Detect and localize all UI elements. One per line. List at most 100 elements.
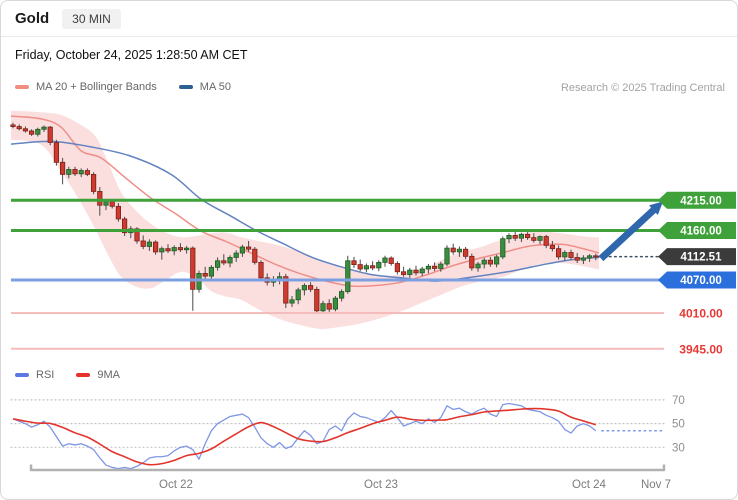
candle-body (487, 259, 494, 265)
candle-body (28, 130, 35, 135)
candle-body (258, 261, 264, 279)
candle-body (146, 241, 152, 247)
candle-body (382, 257, 388, 263)
legend-label-rsi: RSI (36, 369, 55, 381)
candle-body (556, 248, 562, 258)
instrument-title: Gold (15, 10, 50, 27)
rsi-swatch (15, 373, 29, 377)
time-axis-label: Oct 23 (364, 479, 398, 491)
price-badge-label: 4215.00 (680, 195, 722, 207)
candle-body (506, 235, 512, 240)
forecast-arrow-shaft (598, 206, 658, 262)
candle-body (394, 263, 401, 273)
candle-body (568, 252, 574, 258)
candle-body (376, 261, 382, 269)
candle-body (537, 236, 543, 241)
candle-body (369, 265, 376, 269)
candle-body (525, 233, 531, 239)
candle-body (543, 236, 549, 246)
ma50-swatch (178, 85, 193, 89)
rsi-line (12, 402, 597, 470)
candle-body (320, 303, 326, 312)
price-level-badge (658, 222, 736, 239)
candle-body (53, 142, 60, 163)
legend-label-ma50: MA 50 (199, 81, 231, 93)
candle-body (60, 161, 66, 175)
timeframe-badge[interactable]: 30 MIN (62, 8, 121, 29)
candle-body (47, 126, 53, 143)
rsi-9ma-line (12, 407, 597, 466)
candle-body (208, 266, 214, 277)
time-axis-label: Nov 7 (641, 479, 671, 491)
candle-body (84, 170, 90, 175)
price-level-badge (658, 271, 736, 289)
price-badge-label: 4112.51 (681, 252, 723, 264)
candle-body (462, 248, 469, 257)
level-price-label: 4010.00 (679, 307, 723, 321)
candle-body (35, 128, 41, 135)
candle-body (177, 247, 183, 251)
main-chart-legend: MA 20 + Bollinger Bands MA 50 (15, 81, 231, 93)
candle-body (500, 238, 506, 258)
candle-body (351, 260, 357, 265)
candle-body (103, 200, 109, 206)
candle-body (159, 248, 165, 253)
candle-body (456, 248, 463, 253)
candle-body (388, 257, 394, 264)
candle-body (314, 288, 320, 312)
legend-item-9ma: 9MA (76, 369, 120, 381)
candle-body (307, 285, 314, 290)
time-axis (29, 464, 666, 472)
candle-body (363, 265, 370, 270)
candle-body (549, 244, 556, 250)
candle-body (481, 259, 487, 265)
candle-body (493, 256, 500, 265)
candle-body (183, 247, 190, 251)
candle-body (233, 252, 239, 258)
candle-body (171, 247, 177, 252)
candle-body (91, 173, 97, 192)
candle-body (97, 191, 103, 206)
legend-item-ma50: MA 50 (178, 81, 231, 93)
rsi-9ma-swatch (76, 373, 91, 377)
candle-body (16, 126, 22, 130)
level-price-label: 3945.00 (679, 342, 723, 356)
candle-body (326, 303, 332, 310)
candle-body (245, 246, 252, 250)
rsi-axis-label: 50 (672, 419, 685, 431)
candle-body (165, 248, 171, 252)
candle-body (190, 247, 196, 290)
candle-body (332, 297, 339, 310)
candle-body (202, 272, 208, 277)
candle-body (357, 264, 363, 270)
candle-body (152, 241, 159, 253)
candle-body (593, 255, 599, 258)
candle-body (221, 260, 227, 264)
candle-body (419, 268, 425, 274)
candle-body (531, 237, 537, 241)
candle-body (72, 169, 78, 175)
candle-body (407, 269, 413, 275)
price-badge-label: 4160.00 (680, 226, 722, 238)
candle-body (134, 228, 140, 242)
datetime-label: Friday, October 24, 2025 1:28:50 AM CET (15, 48, 248, 62)
candle-body (475, 263, 481, 269)
candle-body (413, 269, 419, 274)
legend-item-rsi: RSI (15, 369, 54, 381)
candle-body (438, 263, 444, 269)
rsi-axis-label: 70 (672, 395, 685, 407)
price-badge-label: 4070.00 (680, 275, 722, 287)
ma20-bb-swatch (15, 85, 29, 89)
candle-body (214, 260, 221, 268)
candle-body (400, 271, 407, 275)
candle-body (252, 248, 258, 263)
candle-body (562, 252, 568, 258)
candle-body (512, 235, 518, 239)
candle-body (239, 246, 245, 254)
candle-body (345, 260, 351, 292)
bollinger-band-area (11, 110, 599, 329)
candle-body (41, 126, 47, 130)
candle-body (140, 240, 146, 247)
